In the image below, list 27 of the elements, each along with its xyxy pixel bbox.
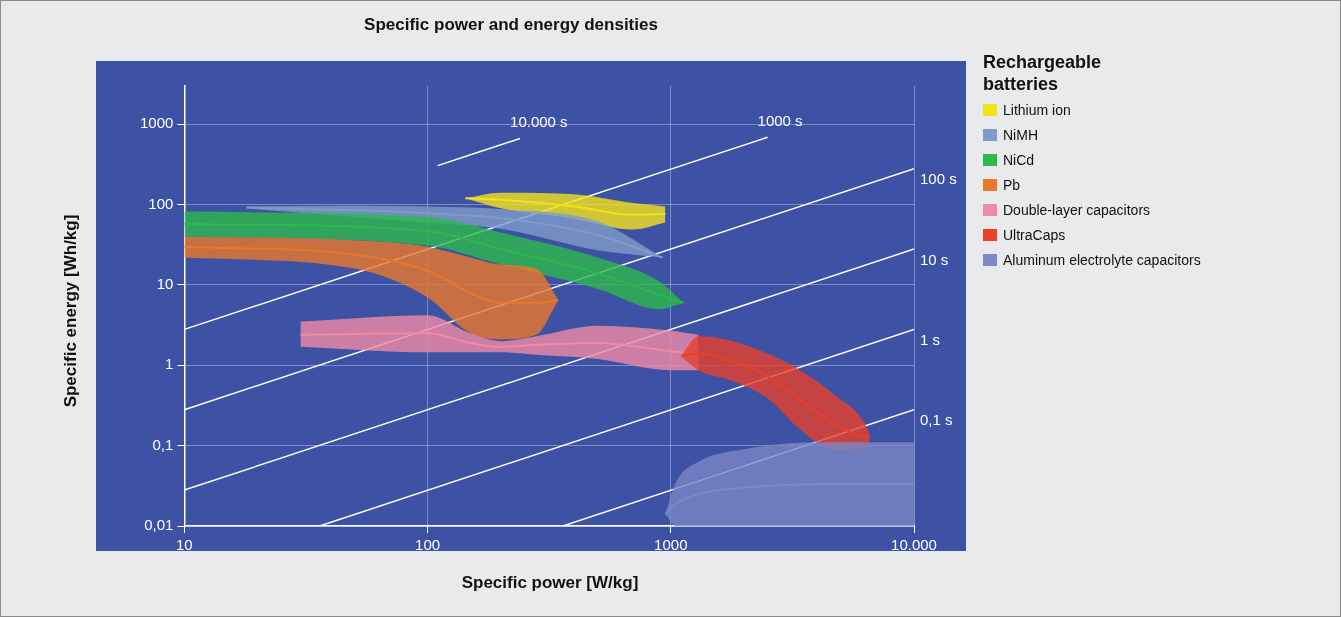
y-tick-label: 1 — [165, 355, 174, 373]
series-label: 10 s — [920, 250, 949, 268]
x-tick-label: 1000 — [654, 536, 688, 554]
legend-label: Lithium ion — [1003, 101, 1071, 118]
legend-label: Pb — [1003, 176, 1021, 193]
y-tick-label: 1000 — [139, 114, 174, 132]
series-label: 1 s — [920, 331, 941, 349]
y-tick-label: 100 — [148, 194, 174, 212]
legend-title: Rechargeable batteries — [983, 51, 1103, 95]
legend-label: Aluminum electrolyte capacitors — [1003, 251, 1201, 268]
legend-label: NiCd — [1003, 151, 1035, 168]
series-label: 1000 s — [757, 111, 803, 129]
legend-label: Double-layer capacitors — [1003, 201, 1151, 218]
legend-label: UltraCaps — [1003, 226, 1066, 243]
y-tick-label: 10 — [156, 275, 174, 293]
series-label: 0,1 s — [920, 411, 953, 429]
x-tick-label: 100 — [415, 536, 441, 554]
x-tick-label: 10.000 — [891, 536, 937, 554]
y-axis-title: Specific energy [Wh/kg] — [61, 214, 81, 408]
x-tick-label: 10 — [176, 536, 193, 554]
x-axis-title: Specific power [W/kg] — [460, 573, 640, 593]
series-label: 10.000 s — [510, 113, 568, 131]
series-label: 100 s — [920, 170, 957, 188]
legend-label: NiMH — [1003, 126, 1038, 143]
y-tick-label: 0,01 — [144, 516, 174, 534]
y-tick-label: 0,1 — [152, 435, 174, 453]
chart-title: Specific power and energy densities — [363, 15, 659, 35]
